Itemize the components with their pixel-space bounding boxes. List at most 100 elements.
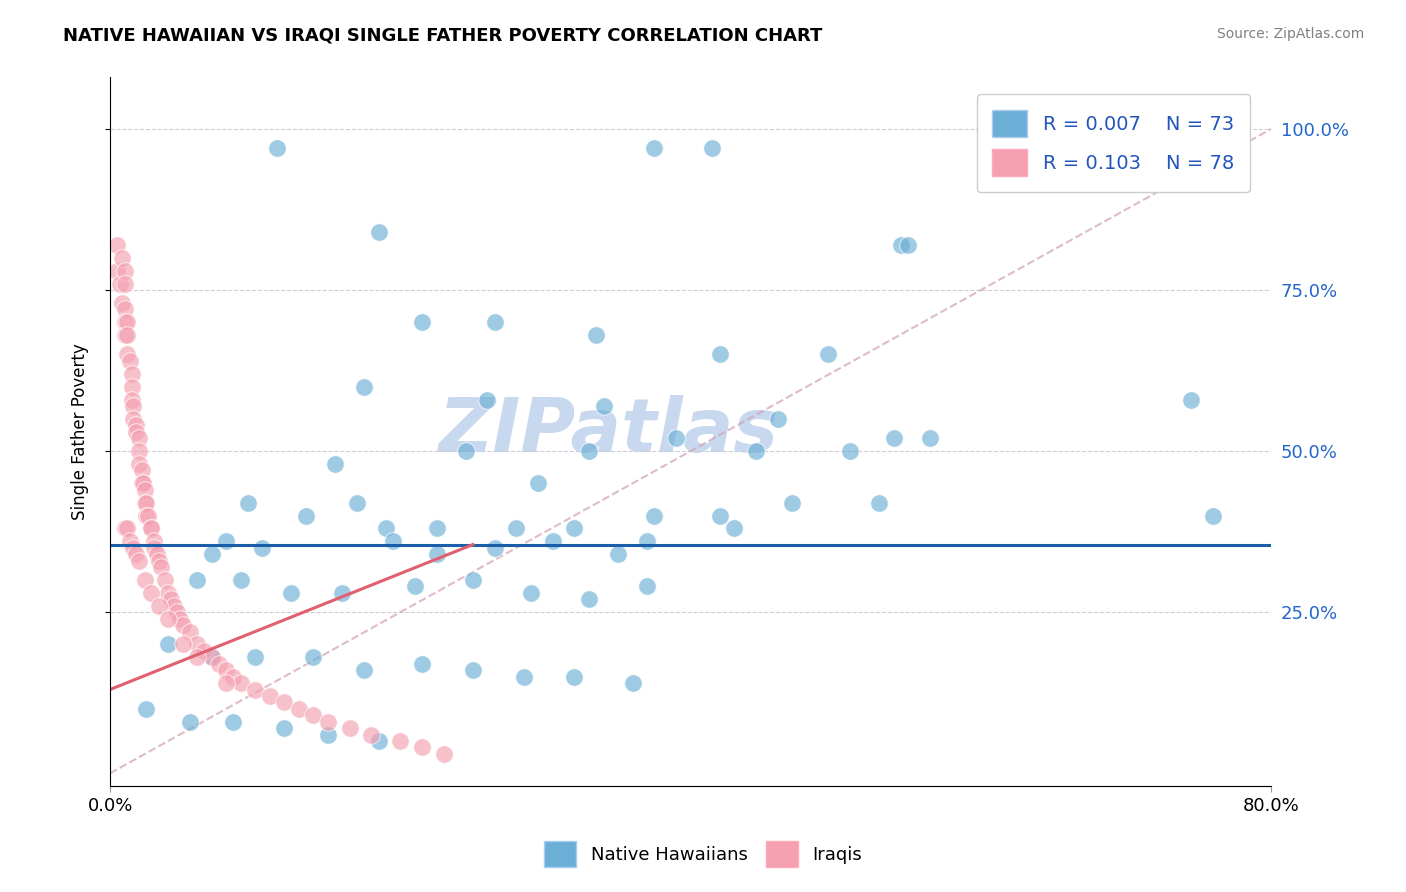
Point	[374, 521, 396, 535]
Point	[121, 392, 143, 407]
Point	[389, 734, 412, 748]
Point	[426, 547, 449, 561]
Point	[117, 347, 139, 361]
Point	[1180, 392, 1202, 407]
Point	[868, 496, 890, 510]
Point	[135, 702, 157, 716]
Point	[367, 734, 389, 748]
Point	[122, 412, 145, 426]
Point	[245, 650, 267, 665]
Point	[723, 521, 745, 535]
Point	[186, 650, 208, 665]
Point	[592, 399, 614, 413]
Point	[229, 573, 252, 587]
Point	[578, 592, 600, 607]
Point	[208, 657, 231, 671]
Point	[527, 476, 550, 491]
Point	[148, 554, 170, 568]
Point	[918, 431, 941, 445]
Point	[105, 238, 128, 252]
Point	[125, 547, 148, 561]
Point	[817, 347, 839, 361]
Point	[353, 663, 375, 677]
Point	[131, 463, 153, 477]
Point	[139, 521, 162, 535]
Point	[259, 689, 281, 703]
Point	[172, 618, 194, 632]
Point	[201, 650, 224, 665]
Point	[160, 592, 183, 607]
Point	[382, 534, 405, 549]
Point	[484, 315, 506, 329]
Point	[883, 431, 905, 445]
Point	[186, 637, 208, 651]
Legend: Native Hawaiians, Iraqis: Native Hawaiians, Iraqis	[537, 834, 869, 874]
Text: Source: ZipAtlas.com: Source: ZipAtlas.com	[1216, 27, 1364, 41]
Point	[172, 637, 194, 651]
Point	[505, 521, 527, 535]
Point	[136, 508, 159, 523]
Point	[128, 554, 150, 568]
Point	[564, 670, 586, 684]
Point	[125, 425, 148, 439]
Point	[142, 534, 165, 549]
Point	[484, 541, 506, 555]
Point	[193, 644, 215, 658]
Point	[1202, 122, 1225, 136]
Point	[461, 573, 484, 587]
Point	[121, 367, 143, 381]
Point	[142, 541, 165, 555]
Point	[643, 508, 665, 523]
Point	[252, 541, 274, 555]
Point	[621, 676, 644, 690]
Point	[117, 315, 139, 329]
Point	[295, 508, 318, 523]
Point	[433, 747, 456, 761]
Point	[461, 663, 484, 677]
Point	[766, 412, 789, 426]
Point	[222, 670, 245, 684]
Point	[745, 444, 768, 458]
Point	[245, 682, 267, 697]
Point	[215, 534, 238, 549]
Point	[897, 238, 920, 252]
Text: NATIVE HAWAIIAN VS IRAQI SINGLE FATHER POVERTY CORRELATION CHART: NATIVE HAWAIIAN VS IRAQI SINGLE FATHER P…	[63, 27, 823, 45]
Point	[426, 521, 449, 535]
Point	[512, 670, 534, 684]
Point	[201, 650, 224, 665]
Point	[229, 676, 252, 690]
Point	[541, 534, 564, 549]
Point	[125, 418, 148, 433]
Point	[135, 508, 157, 523]
Point	[839, 444, 862, 458]
Point	[114, 315, 136, 329]
Point	[411, 657, 433, 671]
Point	[131, 476, 153, 491]
Point	[122, 541, 145, 555]
Point	[236, 496, 259, 510]
Point	[157, 612, 180, 626]
Point	[155, 573, 177, 587]
Point	[135, 496, 157, 510]
Point	[105, 264, 128, 278]
Point	[346, 496, 368, 510]
Point	[120, 354, 142, 368]
Point	[117, 521, 139, 535]
Point	[157, 637, 180, 651]
Point	[157, 586, 180, 600]
Point	[266, 141, 288, 155]
Point	[636, 579, 658, 593]
Y-axis label: Single Father Poverty: Single Father Poverty	[72, 343, 89, 520]
Point	[890, 238, 912, 252]
Point	[323, 457, 346, 471]
Point	[404, 579, 426, 593]
Point	[302, 650, 325, 665]
Point	[120, 534, 142, 549]
Point	[215, 676, 238, 690]
Point	[564, 521, 586, 535]
Point	[607, 547, 630, 561]
Point	[128, 431, 150, 445]
Point	[215, 663, 238, 677]
Point	[222, 714, 245, 729]
Point	[121, 380, 143, 394]
